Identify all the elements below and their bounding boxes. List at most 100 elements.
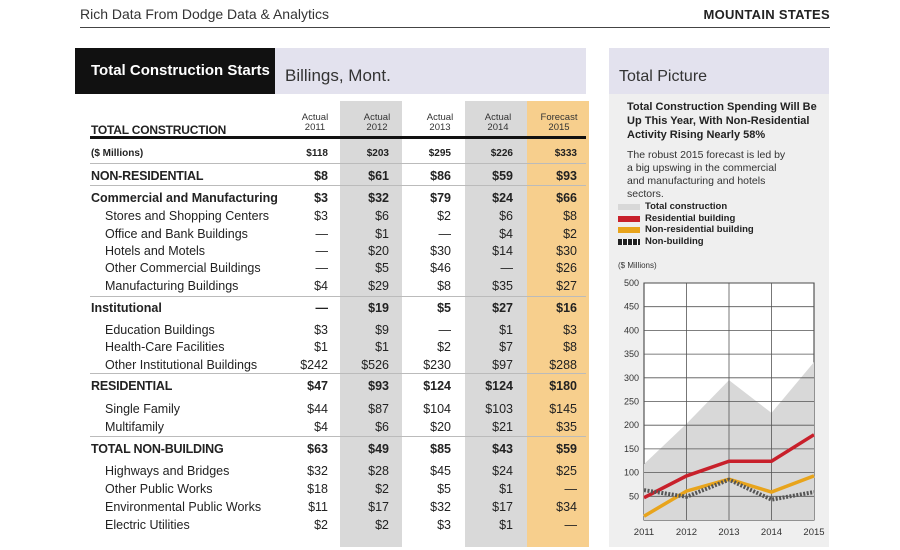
cell-2013: $85 <box>430 442 451 456</box>
electric-row: Electric Utilities $2 $2 $3 $1 — <box>0 517 600 533</box>
cell-2014: — <box>500 261 514 275</box>
cell-2013: $104 <box>423 402 451 416</box>
cell-2012: $1 <box>375 340 389 354</box>
single-family-row: Single Family $44 $87 $104 $103 $145 <box>0 401 600 417</box>
y-tick-label: 50 <box>629 491 639 501</box>
cell-2012: $203 <box>366 148 389 159</box>
cell-2014: $43 <box>492 442 513 456</box>
row-label: Institutional <box>91 301 162 315</box>
cell-2013: $8 <box>437 279 451 293</box>
sidebar-body: The robust 2015 forecast is led by a big… <box>627 149 786 200</box>
cell-2011: $63 <box>307 442 328 456</box>
row-label: TOTAL NON-BUILDING <box>91 442 224 456</box>
cell-2014: $97 <box>492 358 513 372</box>
cell-2012: $19 <box>368 301 389 315</box>
row-label: Electric Utilities <box>105 518 190 532</box>
subtitle-band <box>275 48 586 94</box>
row-label: Stores and Shopping Centers <box>105 209 269 223</box>
institutional-row: Institutional — $19 $5 $27 $16 <box>0 300 600 316</box>
multifamily-row: Multifamily $4 $6 $20 $21 $35 <box>0 419 600 435</box>
health-care-row: Health-Care Facilities $1 $1 $2 $7 $8 <box>0 339 600 355</box>
column-header-2011: Actual 2011 <box>301 112 329 133</box>
cell-2014: $226 <box>490 148 513 159</box>
cell-2011: $3 <box>314 191 328 205</box>
non-building-row: TOTAL NON-BUILDING $63 $49 $85 $43 $59 <box>0 441 600 457</box>
cell-2012: $29 <box>368 279 389 293</box>
cell-2015: $145 <box>549 402 577 416</box>
cell-2015: $8 <box>563 340 577 354</box>
cell-2014: $24 <box>492 464 513 478</box>
cell-2012: $6 <box>375 209 389 223</box>
millions-row: ($ Millions) $118 $203 $295 $226 $333 <box>0 146 600 162</box>
column-shade-2012 <box>340 101 402 547</box>
cell-2013: $46 <box>430 261 451 275</box>
cell-2015: $180 <box>549 379 577 393</box>
cell-2014: $1 <box>499 518 513 532</box>
cell-2015: $26 <box>556 261 577 275</box>
cell-2011: $4 <box>314 279 328 293</box>
row-label: NON-RESIDENTIAL <box>91 169 204 183</box>
row-divider <box>90 185 586 186</box>
cell-2014: $6 <box>499 209 513 223</box>
cell-2013: $2 <box>437 340 451 354</box>
cell-2012: $6 <box>375 420 389 434</box>
cell-2015: $27 <box>556 279 577 293</box>
row-divider <box>90 373 586 374</box>
cell-2011: — <box>315 227 329 241</box>
cell-2014: $21 <box>492 420 513 434</box>
x-tick-label: 2011 <box>634 527 654 538</box>
public-works-row: Other Public Works $18 $2 $5 $1 — <box>0 481 600 497</box>
non-residential-row: NON-RESIDENTIAL $8 $61 $86 $59 $93 <box>0 168 600 184</box>
cell-2012: $526 <box>361 358 389 372</box>
row-label: Other Public Works <box>105 482 213 496</box>
cell-2015: $30 <box>556 244 577 258</box>
x-tick-label: 2013 <box>718 527 739 538</box>
row-label: Education Buildings <box>105 323 215 337</box>
cell-2012: $32 <box>368 191 389 205</box>
environmental-row: Environmental Public Works $11 $17 $32 $17 $3… <box>0 499 600 515</box>
cell-2015: $3 <box>563 323 577 337</box>
table-subtitle: Billings, Mont. <box>285 66 391 85</box>
cell-2014: $24 <box>492 191 513 205</box>
highways-row: Highways and Bridges $32 $28 $45 $24 $25 <box>0 463 600 479</box>
cell-2011: $18 <box>307 482 328 496</box>
cell-2012: $49 <box>368 442 389 456</box>
row-label: ($ Millions) <box>91 148 144 159</box>
cell-2011: $3 <box>314 209 328 223</box>
cell-2011: — <box>315 244 329 258</box>
source-line: Rich Data From Dodge Data & Analytics <box>80 6 329 22</box>
cell-2014: $7 <box>499 340 513 354</box>
cell-2012: $9 <box>375 323 389 337</box>
row-label: Health-Care Facilities <box>105 340 225 354</box>
cell-2014: $124 <box>485 379 513 393</box>
row-divider <box>90 436 586 437</box>
column-header-2015: Forecast 2015 <box>540 112 578 133</box>
region-label: MOUNTAIN STATES <box>703 7 830 22</box>
y-tick-label: 200 <box>624 420 639 430</box>
row-label: Other Institutional Buildings <box>105 358 258 372</box>
other-institutional-row: Other Institutional Buildings $242 $526 $23… <box>0 357 600 373</box>
cell-2015: — <box>564 482 578 496</box>
row-label: Hotels and Motels <box>105 244 206 258</box>
cell-2011: $11 <box>308 500 328 514</box>
cell-2015: $288 <box>549 358 577 372</box>
cell-2012: $5 <box>375 261 389 275</box>
cell-2015: $2 <box>563 227 577 241</box>
manufacturing-row: Manufacturing Buildings $4 $29 $8 $35 $27 <box>0 278 600 294</box>
x-tick-label: 2012 <box>676 527 697 538</box>
cell-2015: $25 <box>556 464 577 478</box>
cell-2011: $1 <box>314 340 328 354</box>
top-header: Rich Data From Dodge Data & Analytics MO… <box>80 0 830 28</box>
row-label: Multifamily <box>105 420 165 434</box>
cell-2015: — <box>564 518 578 532</box>
cell-2014: $17 <box>492 500 513 514</box>
cell-2012: $2 <box>375 482 389 496</box>
row-divider <box>90 163 586 164</box>
y-tick-label: 150 <box>624 444 639 454</box>
stores-row: Stores and Shopping Centers $3 $6 $2 $6 $8 <box>0 208 600 224</box>
cell-2012: $28 <box>368 464 389 478</box>
cell-2012: $61 <box>368 169 389 183</box>
cell-2013: $5 <box>437 482 451 496</box>
cell-2014: $4 <box>499 227 513 241</box>
cell-2014: $103 <box>485 402 513 416</box>
